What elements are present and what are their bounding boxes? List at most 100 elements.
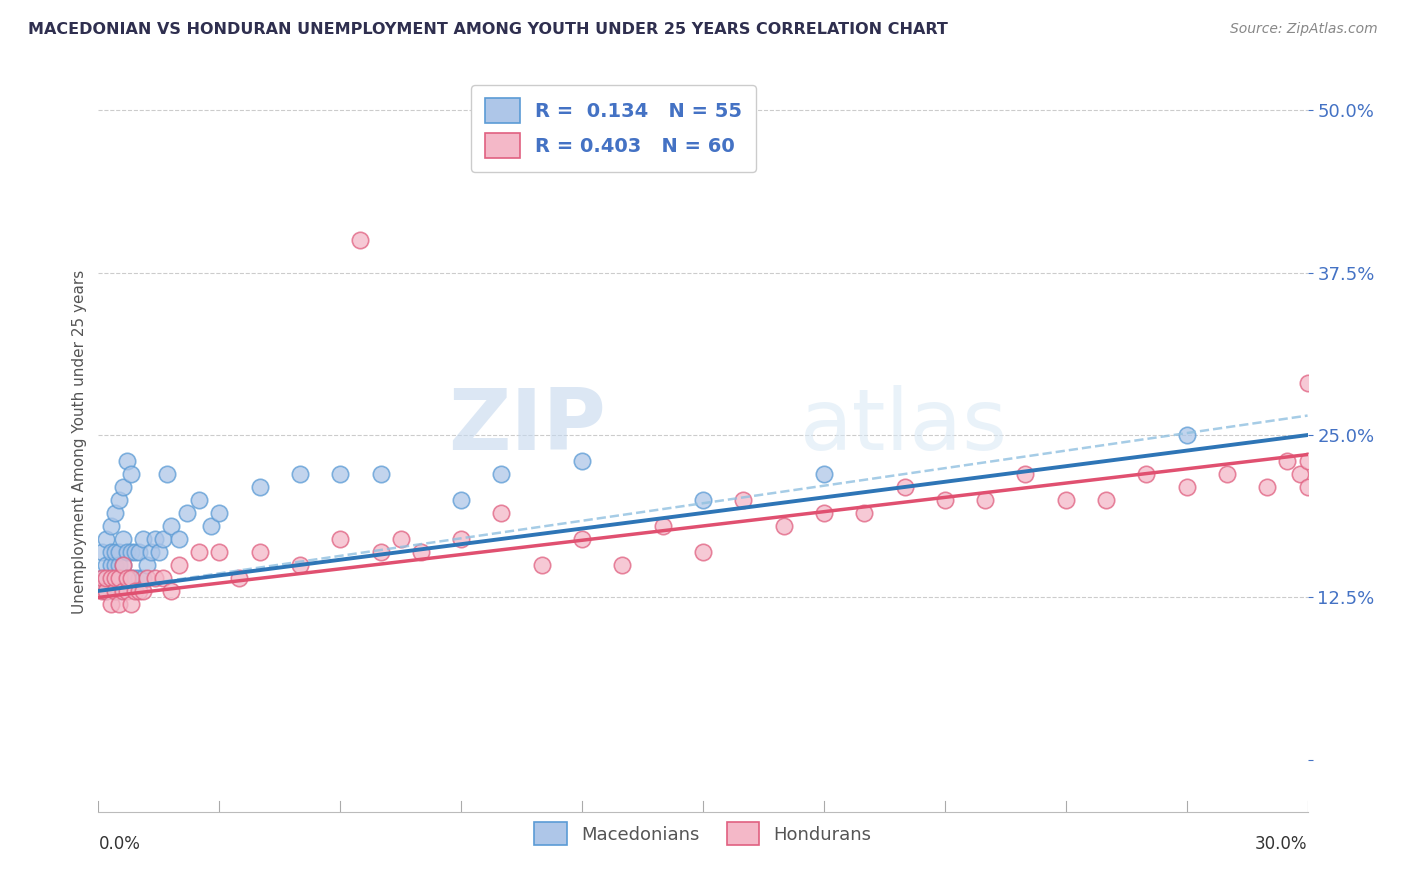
Point xyxy=(1175,480,1198,494)
Point xyxy=(733,493,755,508)
Point xyxy=(107,571,129,585)
Point xyxy=(813,467,835,481)
Point xyxy=(612,558,634,572)
Point xyxy=(156,467,179,481)
Point xyxy=(132,583,155,598)
Point xyxy=(91,571,114,585)
Text: Source: ZipAtlas.com: Source: ZipAtlas.com xyxy=(1230,22,1378,37)
Point xyxy=(167,558,190,572)
Point xyxy=(974,493,997,508)
Point xyxy=(115,571,138,585)
Point xyxy=(1216,467,1239,481)
Point xyxy=(208,506,231,520)
Point xyxy=(329,467,352,481)
Point xyxy=(1014,467,1036,481)
Point xyxy=(139,545,162,559)
Point xyxy=(96,583,118,598)
Point xyxy=(103,583,125,598)
Y-axis label: Unemployment Among Youth under 25 years: Unemployment Among Youth under 25 years xyxy=(72,269,87,614)
Point xyxy=(107,597,129,611)
Point xyxy=(100,545,122,559)
Point xyxy=(120,545,142,559)
Text: MACEDONIAN VS HONDURAN UNEMPLOYMENT AMONG YOUTH UNDER 25 YEARS CORRELATION CHART: MACEDONIAN VS HONDURAN UNEMPLOYMENT AMON… xyxy=(28,22,948,37)
Legend: Macedonians, Hondurans: Macedonians, Hondurans xyxy=(526,814,880,855)
Point xyxy=(160,583,183,598)
Point xyxy=(934,493,956,508)
Point xyxy=(152,571,174,585)
Point xyxy=(111,558,134,572)
Point xyxy=(100,571,122,585)
Point xyxy=(115,583,138,598)
Point xyxy=(120,467,142,481)
Point xyxy=(692,493,714,508)
Point xyxy=(249,480,271,494)
Point xyxy=(103,583,125,598)
Point xyxy=(370,545,392,559)
Point xyxy=(491,506,513,520)
Point xyxy=(228,571,250,585)
Point xyxy=(100,558,122,572)
Text: 30.0%: 30.0% xyxy=(1256,835,1308,853)
Point xyxy=(111,480,134,494)
Point xyxy=(188,493,211,508)
Point xyxy=(1095,493,1118,508)
Point xyxy=(409,545,432,559)
Point xyxy=(103,506,125,520)
Point xyxy=(651,519,673,533)
Point xyxy=(124,545,146,559)
Point xyxy=(288,558,311,572)
Point xyxy=(120,571,142,585)
Point xyxy=(148,545,170,559)
Point xyxy=(349,233,371,247)
Point xyxy=(450,532,472,546)
Point xyxy=(288,467,311,481)
Point xyxy=(115,545,138,559)
Point xyxy=(115,571,138,585)
Point xyxy=(1277,454,1299,468)
Point xyxy=(208,545,231,559)
Point xyxy=(107,583,129,598)
Point xyxy=(120,597,142,611)
Point xyxy=(530,558,553,572)
Point xyxy=(152,532,174,546)
Point xyxy=(100,519,122,533)
Point xyxy=(1054,493,1077,508)
Point xyxy=(1256,480,1278,494)
Point xyxy=(143,571,166,585)
Point xyxy=(1296,480,1319,494)
Point xyxy=(115,454,138,468)
Point xyxy=(1175,428,1198,442)
Point xyxy=(111,571,134,585)
Point xyxy=(329,532,352,546)
Point xyxy=(111,532,134,546)
Point xyxy=(91,583,114,598)
Point xyxy=(772,519,794,533)
Point xyxy=(111,558,134,572)
Point xyxy=(135,571,157,585)
Point xyxy=(128,571,150,585)
Point xyxy=(103,558,125,572)
Point xyxy=(167,532,190,546)
Point xyxy=(107,493,129,508)
Point xyxy=(91,545,114,559)
Point xyxy=(132,571,155,585)
Point xyxy=(491,467,513,481)
Point xyxy=(389,532,412,546)
Point xyxy=(103,571,125,585)
Point xyxy=(200,519,222,533)
Point xyxy=(813,506,835,520)
Text: ZIP: ZIP xyxy=(449,385,606,468)
Point xyxy=(132,532,155,546)
Point xyxy=(128,583,150,598)
Point xyxy=(120,571,142,585)
Point xyxy=(1296,454,1319,468)
Point xyxy=(107,558,129,572)
Point xyxy=(188,545,211,559)
Text: 0.0%: 0.0% xyxy=(98,835,141,853)
Point xyxy=(143,532,166,546)
Point xyxy=(1296,376,1319,390)
Point xyxy=(692,545,714,559)
Point xyxy=(96,532,118,546)
Point xyxy=(96,558,118,572)
Point xyxy=(571,532,593,546)
